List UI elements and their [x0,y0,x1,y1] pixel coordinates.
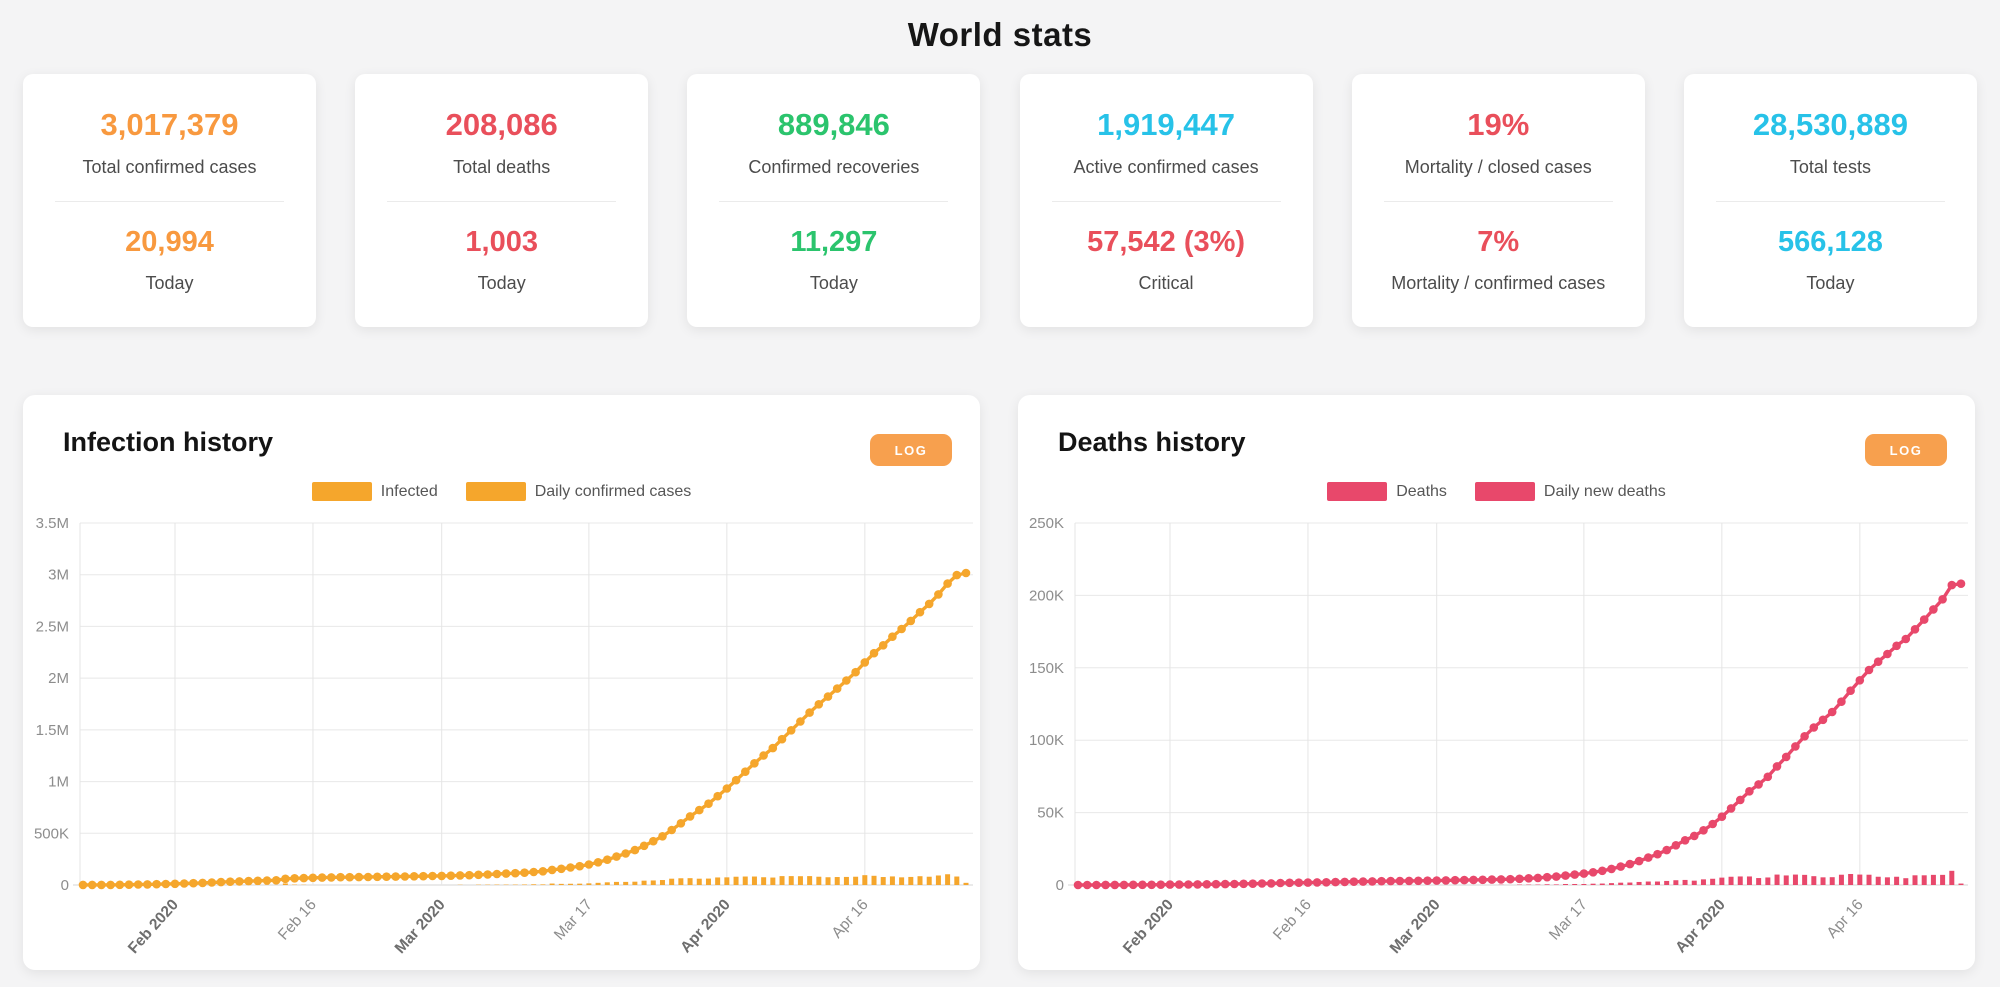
legend-label: Daily confirmed cases [534,482,692,500]
stat-secondary-label: Mortality / confirmed cases [1391,273,1606,293]
stat-card-total-confirmed-cases: 3,017,379 Total confirmed cases 20,994 T… [23,74,316,327]
stat-secondary-label: Today [477,273,526,293]
infection-history-panel: Infection history LOG Infected Daily con… [23,395,980,970]
stat-value: 3,017,379 [100,107,239,142]
log-scale-toggle-button[interactable]: LOG [870,434,952,466]
stat-secondary-label: Today [1806,273,1855,293]
legend-item-deaths[interactable]: Deaths [1327,482,1447,501]
svg-text:Apr 2020: Apr 2020 [1672,896,1728,956]
stat-label: Total deaths [453,157,551,177]
legend-swatch [1327,482,1388,501]
svg-text:Feb 16: Feb 16 [275,896,320,943]
card-divider [1715,201,1945,202]
stat-secondary-value: 20,994 [125,226,214,258]
legend-swatch [1474,482,1535,501]
stat-secondary-value: 7% [1477,226,1520,258]
card-divider [1383,201,1613,202]
svg-text:Apr 2020: Apr 2020 [677,896,733,956]
stat-secondary-label: Critical [1138,273,1194,293]
svg-text:0: 0 [61,877,69,894]
svg-text:Feb 2020: Feb 2020 [125,896,182,957]
stat-value: 1,919,447 [1097,107,1236,142]
svg-text:3M: 3M [48,567,69,584]
svg-text:Mar 2020: Mar 2020 [392,896,449,957]
card-divider [1051,201,1281,202]
stat-card-total-deaths: 208,086 Total deaths 1,003 Today [355,74,649,327]
svg-text:50K: 50K [1037,805,1064,822]
svg-text:Apr 16: Apr 16 [829,896,872,941]
infection-chart-legend: Infected Daily confirmed cases [23,482,980,501]
svg-text:1.5M: 1.5M [36,722,69,739]
legend-swatch [465,482,526,501]
stat-secondary-value: 1,003 [465,226,538,258]
infection-history-chart-canvas[interactable]: 3.5M 3M 2.5M 2M 1.5M 1M 500K 0 Feb 2020 Feb 16 Mar… [23,395,980,970]
legend-item-daily-confirmed-cases[interactable]: Daily confirmed cases [465,482,692,501]
deaths-history-title: Deaths history [1058,427,1246,457]
stat-value: 28,530,889 [1752,107,1909,142]
svg-text:250K: 250K [1029,515,1064,532]
stat-value: 208,086 [445,107,558,142]
stat-label: Active confirmed cases [1073,157,1259,177]
infection-history-title: Infection history [63,427,274,457]
stat-label: Mortality / closed cases [1404,157,1592,177]
legend-label: Daily new deaths [1543,482,1666,500]
svg-text:Feb 2020: Feb 2020 [1120,896,1177,957]
deaths-chart-legend: Deaths Daily new deaths [1018,482,1975,501]
stat-card-mortality-rates: 19% Mortality / closed cases 7% Mortalit… [1351,74,1645,327]
stat-card-total-tests: 28,530,889 Total tests 566,128 Today [1683,74,1977,327]
svg-text:1M: 1M [48,774,69,791]
legend-label: Deaths [1396,482,1447,500]
stat-value: 19% [1467,107,1530,142]
stat-label: Total tests [1789,157,1871,177]
stat-secondary-label: Today [809,273,858,293]
legend-label: Infected [380,482,438,500]
legend-item-daily-new-deaths[interactable]: Daily new deaths [1474,482,1666,501]
svg-text:Mar 2020: Mar 2020 [1387,896,1444,957]
stat-value: 889,846 [777,107,890,142]
stat-cards-row: 3,017,379 Total confirmed cases 20,994 T… [23,74,1977,327]
svg-text:2M: 2M [48,670,69,687]
svg-text:Feb 16: Feb 16 [1270,896,1315,943]
stat-card-confirmed-recoveries: 889,846 Confirmed recoveries 11,297 Toda… [687,74,981,327]
card-divider [387,201,617,202]
log-scale-toggle-button[interactable]: LOG [1865,434,1947,466]
stat-secondary-value: 566,128 [1778,226,1883,258]
svg-text:Apr 16: Apr 16 [1824,896,1867,941]
legend-swatch [311,482,372,501]
svg-text:200K: 200K [1029,587,1064,604]
svg-text:2.5M: 2.5M [36,618,69,635]
svg-text:0: 0 [1056,877,1064,894]
svg-text:3.5M: 3.5M [36,515,69,532]
card-divider [55,201,284,202]
legend-item-infected[interactable]: Infected [311,482,438,501]
stat-label: Total confirmed cases [82,157,257,177]
svg-text:150K: 150K [1029,660,1064,677]
deaths-history-panel: Deaths history LOG Deaths Daily new deat… [1018,395,1975,970]
svg-text:Mar 17: Mar 17 [551,896,596,943]
stat-secondary-value: 11,297 [790,226,878,258]
page-title: World stats [907,16,1093,53]
card-divider [719,201,949,202]
stat-secondary-label: Today [145,273,194,293]
stat-label: Confirmed recoveries [748,157,920,177]
stat-card-active-confirmed-cases: 1,919,447 Active confirmed cases 57,542 … [1019,74,1313,327]
svg-text:100K: 100K [1029,732,1064,749]
svg-text:Mar 17: Mar 17 [1546,896,1591,943]
svg-text:500K: 500K [34,825,69,842]
deaths-history-chart-canvas[interactable]: 250K 200K 150K 100K 50K 0 Feb 2020 Feb 16 Mar 20… [1018,395,1975,970]
stat-secondary-value: 57,542 (3%) [1087,226,1246,258]
